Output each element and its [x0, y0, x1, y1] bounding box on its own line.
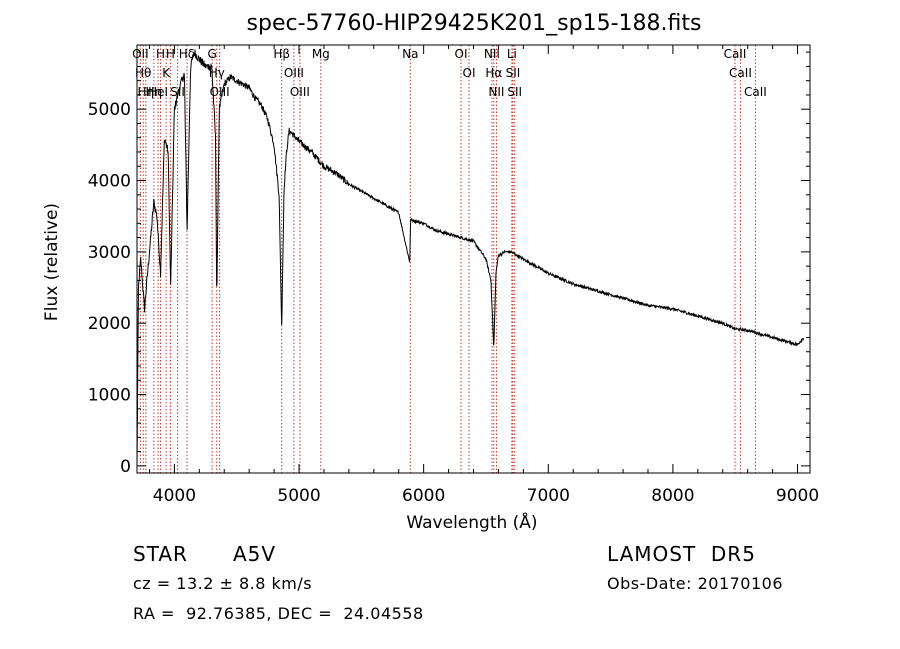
obs-date: Obs-Date: 20170106	[607, 574, 784, 593]
line-label: NII	[484, 47, 500, 61]
x-tick-label: 6000	[402, 486, 445, 506]
line-label: CaII	[744, 85, 767, 99]
y-tick-label: 3000	[88, 243, 131, 263]
line-label: Hη	[146, 85, 163, 99]
coordinates: RA = 92.76385, DEC = 24.04558	[133, 604, 424, 623]
survey-name: LAMOST DR5	[607, 542, 756, 566]
line-label: Hβ	[273, 47, 290, 61]
line-label: OI	[463, 66, 476, 80]
spectral-line-markers	[139, 45, 756, 473]
line-label: CaII	[729, 66, 752, 80]
x-tick-label: 8000	[651, 486, 694, 506]
line-label: Hη	[138, 85, 155, 99]
line-label: Li	[507, 47, 517, 61]
line-label: H	[166, 47, 175, 61]
plot-frame	[136, 44, 811, 474]
y-tick-label: 1000	[88, 386, 131, 406]
line-label: Na	[402, 47, 418, 61]
line-label: CaII	[724, 47, 747, 61]
line-label: Hθ	[135, 66, 151, 80]
x-tick-label: 4000	[153, 486, 196, 506]
line-label: OIII	[210, 85, 230, 99]
x-axis-label: Wavelength (Å)	[406, 511, 537, 533]
y-tick-label: 0	[120, 457, 131, 477]
line-label: G	[207, 47, 216, 61]
line-label: OII	[132, 47, 149, 61]
spectrum-trace	[136, 49, 805, 465]
object-class: STAR	[133, 542, 188, 566]
x-tick-label: 9000	[776, 486, 819, 506]
line-label: HeI	[148, 85, 168, 99]
line-label: NII	[488, 85, 504, 99]
y-tick-label: 2000	[88, 314, 131, 334]
y-axis-label: Flux (relative)	[42, 203, 62, 321]
y-axis-ticks: 0 1000 2000 3000 4000 5000	[88, 51, 810, 477]
x-tick-label: 7000	[527, 486, 570, 506]
chart-title: spec-57760-HIP29425K201_sp15-188.fits	[247, 11, 702, 36]
line-label: H	[156, 47, 165, 61]
x-axis-ticks: 4000 5000 6000 7000 8000 9000	[148, 45, 819, 506]
line-label: SII	[507, 85, 522, 99]
line-label: OI	[455, 47, 468, 61]
line-label: SII	[506, 66, 521, 80]
line-label: OIII	[290, 85, 310, 99]
x-tick-label: 5000	[277, 486, 320, 506]
line-label: K	[162, 66, 171, 80]
y-tick-label: 5000	[88, 100, 131, 120]
object-subclass: A5V	[233, 542, 277, 566]
line-label: Hδ	[179, 47, 195, 61]
y-tick-label: 4000	[88, 172, 131, 192]
line-label: OIII	[284, 66, 304, 80]
line-label: Mg	[312, 47, 330, 61]
line-label: Hα	[485, 66, 502, 80]
redshift-cz: cz = 13.2 ± 8.8 km/s	[133, 574, 313, 593]
